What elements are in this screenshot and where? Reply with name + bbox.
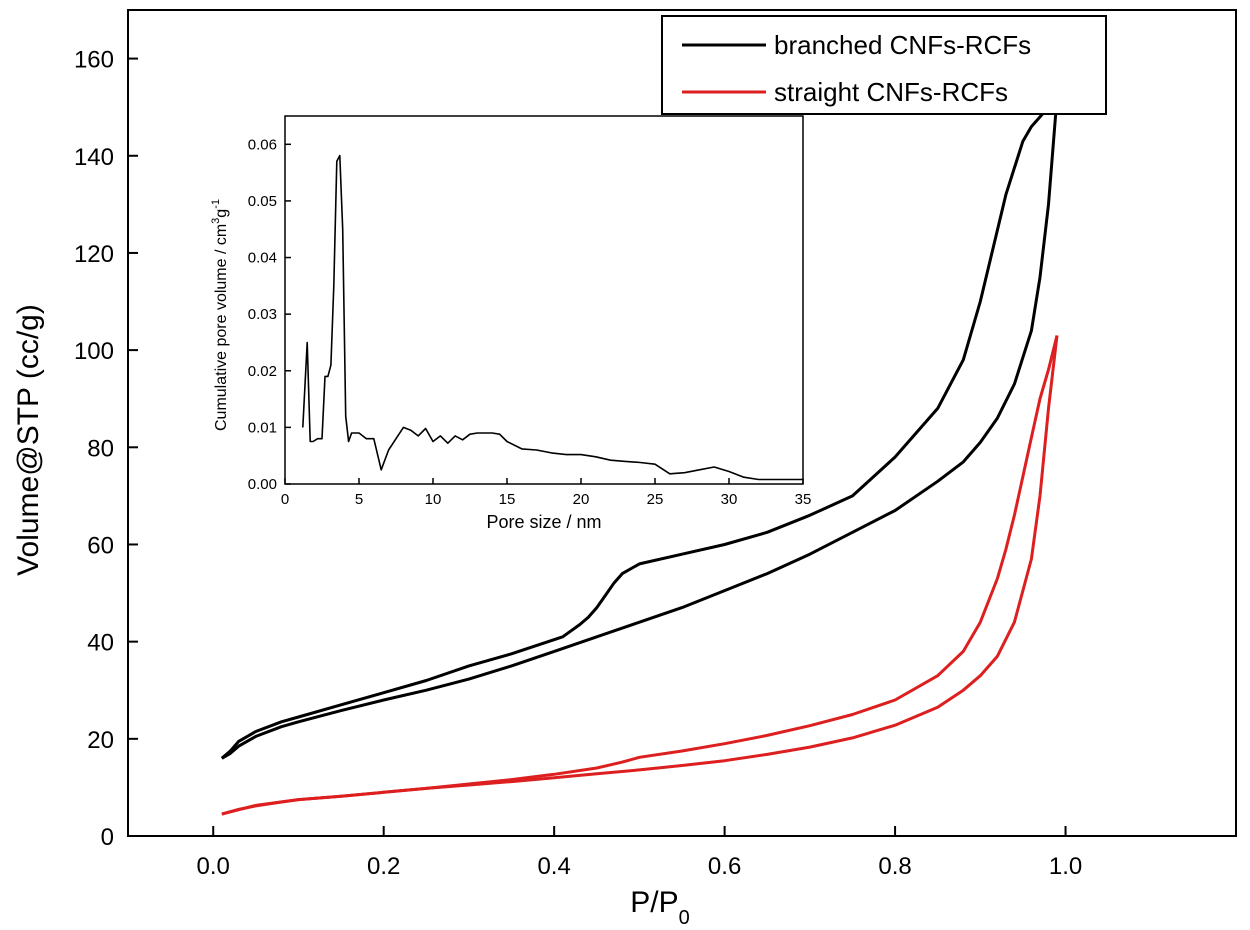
legend-box bbox=[661, 15, 1107, 115]
main-x-tick-label: 0.6 bbox=[708, 853, 741, 880]
inset-y-tick-label: 0.04 bbox=[248, 250, 277, 267]
inset-y-tick-label: 0.00 bbox=[248, 476, 277, 493]
inset-x-tick-label: 15 bbox=[499, 491, 516, 508]
main-series-group bbox=[220, 96, 1059, 816]
inset-x-tick-label: 35 bbox=[795, 491, 812, 508]
main-y-ticks: 0 20 40 60 80 100 120 140 160 bbox=[74, 47, 138, 851]
inset-y-tick-label: 0.02 bbox=[248, 363, 277, 380]
inset-chart: 0 5 10 15 20 25 30 35 0.000.010.020.030.040.050… bbox=[210, 115, 812, 532]
main-y-tick-label: 0 bbox=[101, 824, 114, 851]
inset-x-tick-label: 0 bbox=[281, 491, 289, 508]
main-x-tick-label: 0.0 bbox=[197, 853, 230, 880]
main-y-axis-label: Volume@STP (cc/g) bbox=[12, 304, 45, 576]
series-line-branched-cnfs-rcfs-desorption bbox=[220, 96, 1059, 760]
main-y-tick-label: 80 bbox=[87, 435, 114, 462]
inset-y-tick-label: 0.06 bbox=[248, 136, 277, 153]
inset-x-tick-label: 30 bbox=[721, 491, 738, 508]
main-y-tick-label: 100 bbox=[74, 338, 114, 365]
legend: branched CNFs-RCFs straight CNFs-RCFs bbox=[661, 15, 1107, 115]
main-y-tick-label: 40 bbox=[87, 630, 114, 657]
inset-x-axis-label: Pore size / nm bbox=[486, 512, 601, 532]
main-y-tick-label: 20 bbox=[87, 727, 114, 754]
inset-y-axis-label: Cumulative pore volume / cm3g-1 bbox=[210, 199, 230, 431]
inset-y-tick-label: 0.03 bbox=[248, 306, 277, 323]
main-x-tick-label: 0.8 bbox=[878, 853, 911, 880]
inset-y-tick-label: 0.01 bbox=[248, 419, 277, 436]
inset-x-tick-label: 20 bbox=[573, 491, 590, 508]
legend-label-branched: branched CNFs-RCFs bbox=[774, 30, 1031, 60]
legend-label-straight: straight CNFs-RCFs bbox=[774, 77, 1008, 107]
main-x-ticks: 0.0 0.2 0.4 0.6 0.8 1.0 bbox=[197, 826, 1082, 880]
main-x-tick-label: 1.0 bbox=[1049, 853, 1082, 880]
inset-series-group bbox=[302, 154, 803, 481]
main-x-axis-label: P/P0 bbox=[630, 886, 689, 929]
inset-x-tick-label: 5 bbox=[355, 491, 363, 508]
inset-x-tick-label: 10 bbox=[425, 491, 442, 508]
series-line-branched-cnfs-rcfs-adsorption bbox=[221, 97, 1059, 760]
inset-y-ticks: 0.00 0.01 0.02 0.03 0.04 0.05 0.06 bbox=[248, 136, 291, 493]
main-plot-frame bbox=[127, 9, 1237, 837]
inset-x-ticks: 0 5 10 15 20 25 30 35 bbox=[281, 478, 812, 508]
main-y-tick-label: 60 bbox=[87, 532, 114, 559]
main-y-tick-label: 120 bbox=[74, 241, 114, 268]
series-line-straight-cnfs-rcfs-desorption bbox=[221, 335, 1059, 816]
main-x-tick-label: 0.2 bbox=[367, 853, 400, 880]
inset-plot-frame bbox=[284, 115, 804, 485]
main-y-tick-label: 160 bbox=[74, 47, 114, 74]
inset-y-tick-label: 0.05 bbox=[248, 193, 277, 210]
inset-x-tick-label: 25 bbox=[647, 491, 664, 508]
inset-series-line-pore-size-distribution bbox=[302, 154, 803, 481]
main-x-tick-label: 0.4 bbox=[537, 853, 570, 880]
main-y-tick-label: 140 bbox=[74, 144, 114, 171]
